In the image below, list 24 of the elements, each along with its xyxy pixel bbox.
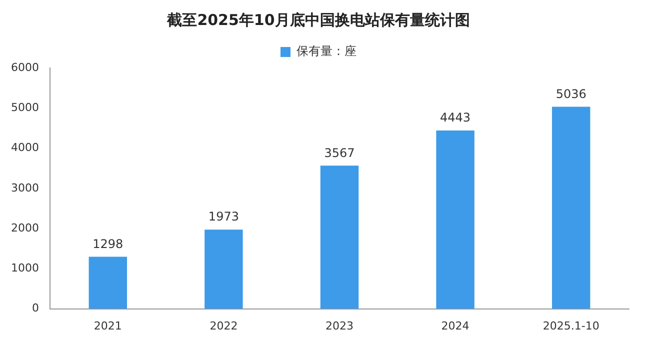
- bar: [88, 256, 127, 309]
- legend-label: 保有量：座: [296, 44, 356, 58]
- bar: [436, 130, 474, 309]
- y-tick-label: 3000: [10, 181, 39, 194]
- data-label: 5036: [556, 86, 586, 101]
- data-label: 1973: [208, 210, 239, 224]
- y-tick-label: 6000: [10, 60, 39, 74]
- bar: [204, 230, 243, 309]
- y-tick-label: 5000: [10, 100, 39, 114]
- x-tick-label: 2021: [94, 319, 122, 332]
- data-label: 4443: [440, 110, 471, 125]
- data-label: 3567: [324, 146, 355, 160]
- chart-title: 截至2025年10月底中国换电站保有量统计图: [166, 10, 470, 29]
- bar: [320, 166, 359, 309]
- x-tick-label: 2024: [441, 319, 470, 332]
- x-tick-label: 2025.1-10: [542, 319, 600, 332]
- x-tick-label: 2022: [210, 319, 238, 332]
- bar: [552, 106, 590, 309]
- y-tick-label: 1000: [10, 262, 39, 275]
- y-tick-label: 4000: [10, 141, 39, 154]
- y-tick-label: 2000: [10, 221, 39, 234]
- y-tick-label: 0: [32, 302, 39, 315]
- x-tick-label: 2023: [325, 319, 354, 332]
- data-label: 1298: [92, 236, 124, 251]
